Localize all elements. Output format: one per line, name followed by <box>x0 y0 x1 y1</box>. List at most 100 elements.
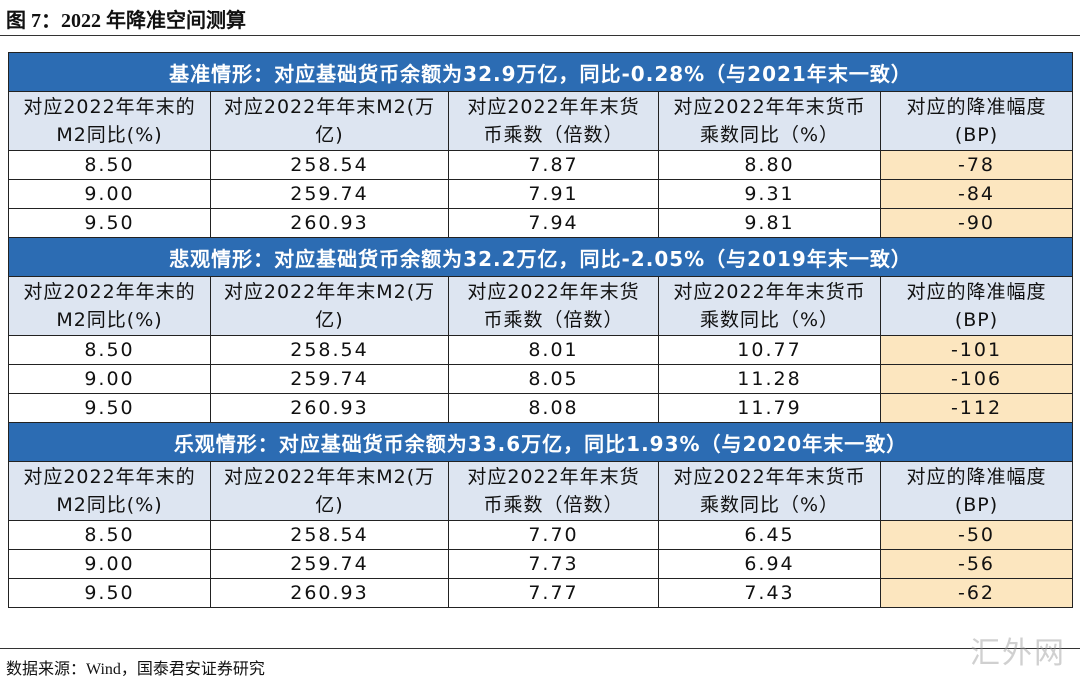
header-line: 对应2022年年末货 <box>467 281 640 303</box>
column-header: 对应2022年年末货币 乘数同比（%） <box>658 461 881 521</box>
data-cell: 258.54 <box>210 150 449 180</box>
data-cell: 258.54 <box>210 520 449 550</box>
header-line: 对应2022年年末货币 <box>673 96 866 118</box>
header-line: 对应2022年年末的 <box>23 281 196 303</box>
header-line: 币乘数（倍数） <box>483 124 624 146</box>
data-cell: -101 <box>879 335 1074 365</box>
column-header: 对应2022年年末M2(万 亿) <box>210 461 449 521</box>
header-line: 币乘数（倍数） <box>483 309 624 331</box>
data-cell: 258.54 <box>210 335 449 365</box>
header-line: M2同比(%) <box>56 124 163 146</box>
data-cell: 6.94 <box>658 549 881 579</box>
data-cell: 260.93 <box>210 578 449 608</box>
header-line: 对应2022年年末货 <box>467 96 640 118</box>
data-cell: 7.73 <box>448 549 659 579</box>
data-cell: 9.50 <box>8 578 211 608</box>
section-heading-row: 乐观情形：对应基础货币余额为33.6万亿，同比1.93%（与2020年末一致） <box>7 422 1074 462</box>
header-line: 乘数同比（%） <box>699 494 840 516</box>
column-header-row: 对应2022年年末的 M2同比(%) 对应2022年年末M2(万 亿) 对应2022年年… <box>8 461 1074 521</box>
section-heading: 基准情形：对应基础货币余额为32.9万亿，同比-0.28%（与2021年末一致） <box>7 52 1074 92</box>
data-cell: 7.70 <box>448 520 659 550</box>
section-heading-row: 悲观情形：对应基础货币余额为32.2万亿，同比-2.05%（与2019年末一致） <box>7 237 1074 277</box>
data-cell: 9.50 <box>8 393 211 423</box>
column-header: 对应的降准幅度 (BP) <box>879 461 1074 521</box>
data-cell: 9.00 <box>8 179 211 209</box>
header-line: 对应2022年年末货币 <box>673 466 866 488</box>
column-header: 对应2022年年末M2(万 亿) <box>210 276 449 336</box>
header-line: 亿) <box>315 494 344 516</box>
rule <box>0 648 1080 649</box>
column-header: 对应2022年年末的 M2同比(%) <box>8 91 211 151</box>
data-row: 9.00 259.74 7.91 9.31 -84 <box>8 179 1074 209</box>
data-cell: 9.00 <box>8 364 211 394</box>
data-cell: 7.77 <box>448 578 659 608</box>
data-cell: 8.50 <box>8 335 211 365</box>
header-line: 乘数同比（%） <box>699 309 840 331</box>
header-line: 对应的降准幅度 <box>906 281 1047 303</box>
data-row: 8.50 258.54 7.87 8.80 -78 <box>8 150 1074 180</box>
header-line: 对应2022年年末的 <box>23 466 196 488</box>
column-header: 对应2022年年末M2(万 亿) <box>210 91 449 151</box>
source-note: 数据来源：Wind，国泰君安证券研究 <box>6 661 265 678</box>
data-cell: -84 <box>879 179 1074 209</box>
data-cell: -90 <box>879 208 1074 238</box>
data-cell: 259.74 <box>210 549 449 579</box>
header-line: 对应2022年年末M2(万 <box>223 466 436 488</box>
column-header: 对应2022年年末的 M2同比(%) <box>8 461 211 521</box>
data-cell: 260.93 <box>210 393 449 423</box>
header-line: 对应2022年年末M2(万 <box>223 281 436 303</box>
data-cell: -50 <box>879 520 1074 550</box>
column-header: 对应2022年年末货币 乘数同比（%） <box>658 276 881 336</box>
data-cell: 6.45 <box>658 520 881 550</box>
header-line: 对应2022年年末M2(万 <box>223 96 436 118</box>
data-cell: 7.91 <box>448 179 659 209</box>
data-cell: 7.94 <box>448 208 659 238</box>
data-row: 8.50 258.54 7.70 6.45 -50 <box>8 520 1074 550</box>
data-row: 9.00 259.74 7.73 6.94 -56 <box>8 549 1074 579</box>
header-line: 对应的降准幅度 <box>906 466 1047 488</box>
header-line: (BP) <box>954 124 999 146</box>
column-header-row: 对应2022年年末的 M2同比(%) 对应2022年年末M2(万 亿) 对应2022年年… <box>8 91 1074 151</box>
data-cell: 11.79 <box>658 393 881 423</box>
header-line: 对应2022年年末的 <box>23 96 196 118</box>
header-line: 对应2022年年末货 <box>467 466 640 488</box>
data-cell: 259.74 <box>210 179 449 209</box>
header-line: (BP) <box>954 309 999 331</box>
data-cell: 11.28 <box>658 364 881 394</box>
column-header: 对应2022年年末货 币乘数（倍数） <box>448 91 659 151</box>
data-cell: -56 <box>879 549 1074 579</box>
data-cell: 7.87 <box>448 150 659 180</box>
data-cell: 9.00 <box>8 549 211 579</box>
section-heading: 悲观情形：对应基础货币余额为32.2万亿，同比-2.05%（与2019年末一致） <box>7 237 1074 277</box>
header-line: 币乘数（倍数） <box>483 494 624 516</box>
data-cell: 9.50 <box>8 208 211 238</box>
header-line: 亿) <box>315 124 344 146</box>
section-heading: 乐观情形：对应基础货币余额为33.6万亿，同比1.93%（与2020年末一致） <box>7 422 1074 462</box>
header-line: 乘数同比（%） <box>699 124 840 146</box>
figure-title: 图 7：2022 年降准空间测算 <box>6 10 246 32</box>
header-line: M2同比(%) <box>56 494 163 516</box>
data-cell: 10.77 <box>658 335 881 365</box>
data-row: 9.50 260.93 7.77 7.43 -62 <box>8 578 1074 608</box>
data-cell: -78 <box>879 150 1074 180</box>
data-row: 8.50 258.54 8.01 10.77 -101 <box>8 335 1074 365</box>
column-header: 对应的降准幅度 (BP) <box>879 276 1074 336</box>
header-line: 亿) <box>315 309 344 331</box>
data-cell: 259.74 <box>210 364 449 394</box>
column-header: 对应2022年年末货 币乘数（倍数） <box>448 276 659 336</box>
data-cell: 9.31 <box>658 179 881 209</box>
data-row: 9.50 260.93 8.08 11.79 -112 <box>8 393 1074 423</box>
header-line: (BP) <box>954 494 999 516</box>
data-cell: 8.08 <box>448 393 659 423</box>
column-header: 对应2022年年末货币 乘数同比（%） <box>658 91 881 151</box>
data-cell: -62 <box>879 578 1074 608</box>
table-body: 基准情形：对应基础货币余额为32.9万亿，同比-0.28%（与2021年末一致）… <box>7 52 1074 608</box>
header-line: 对应2022年年末货币 <box>673 281 866 303</box>
rule <box>0 35 1080 36</box>
watermark: 汇外网 <box>970 636 1066 671</box>
data-cell: 8.01 <box>448 335 659 365</box>
data-cell: 9.81 <box>658 208 881 238</box>
data-row: 9.00 259.74 8.05 11.28 -106 <box>8 364 1074 394</box>
data-cell: -106 <box>879 364 1074 394</box>
